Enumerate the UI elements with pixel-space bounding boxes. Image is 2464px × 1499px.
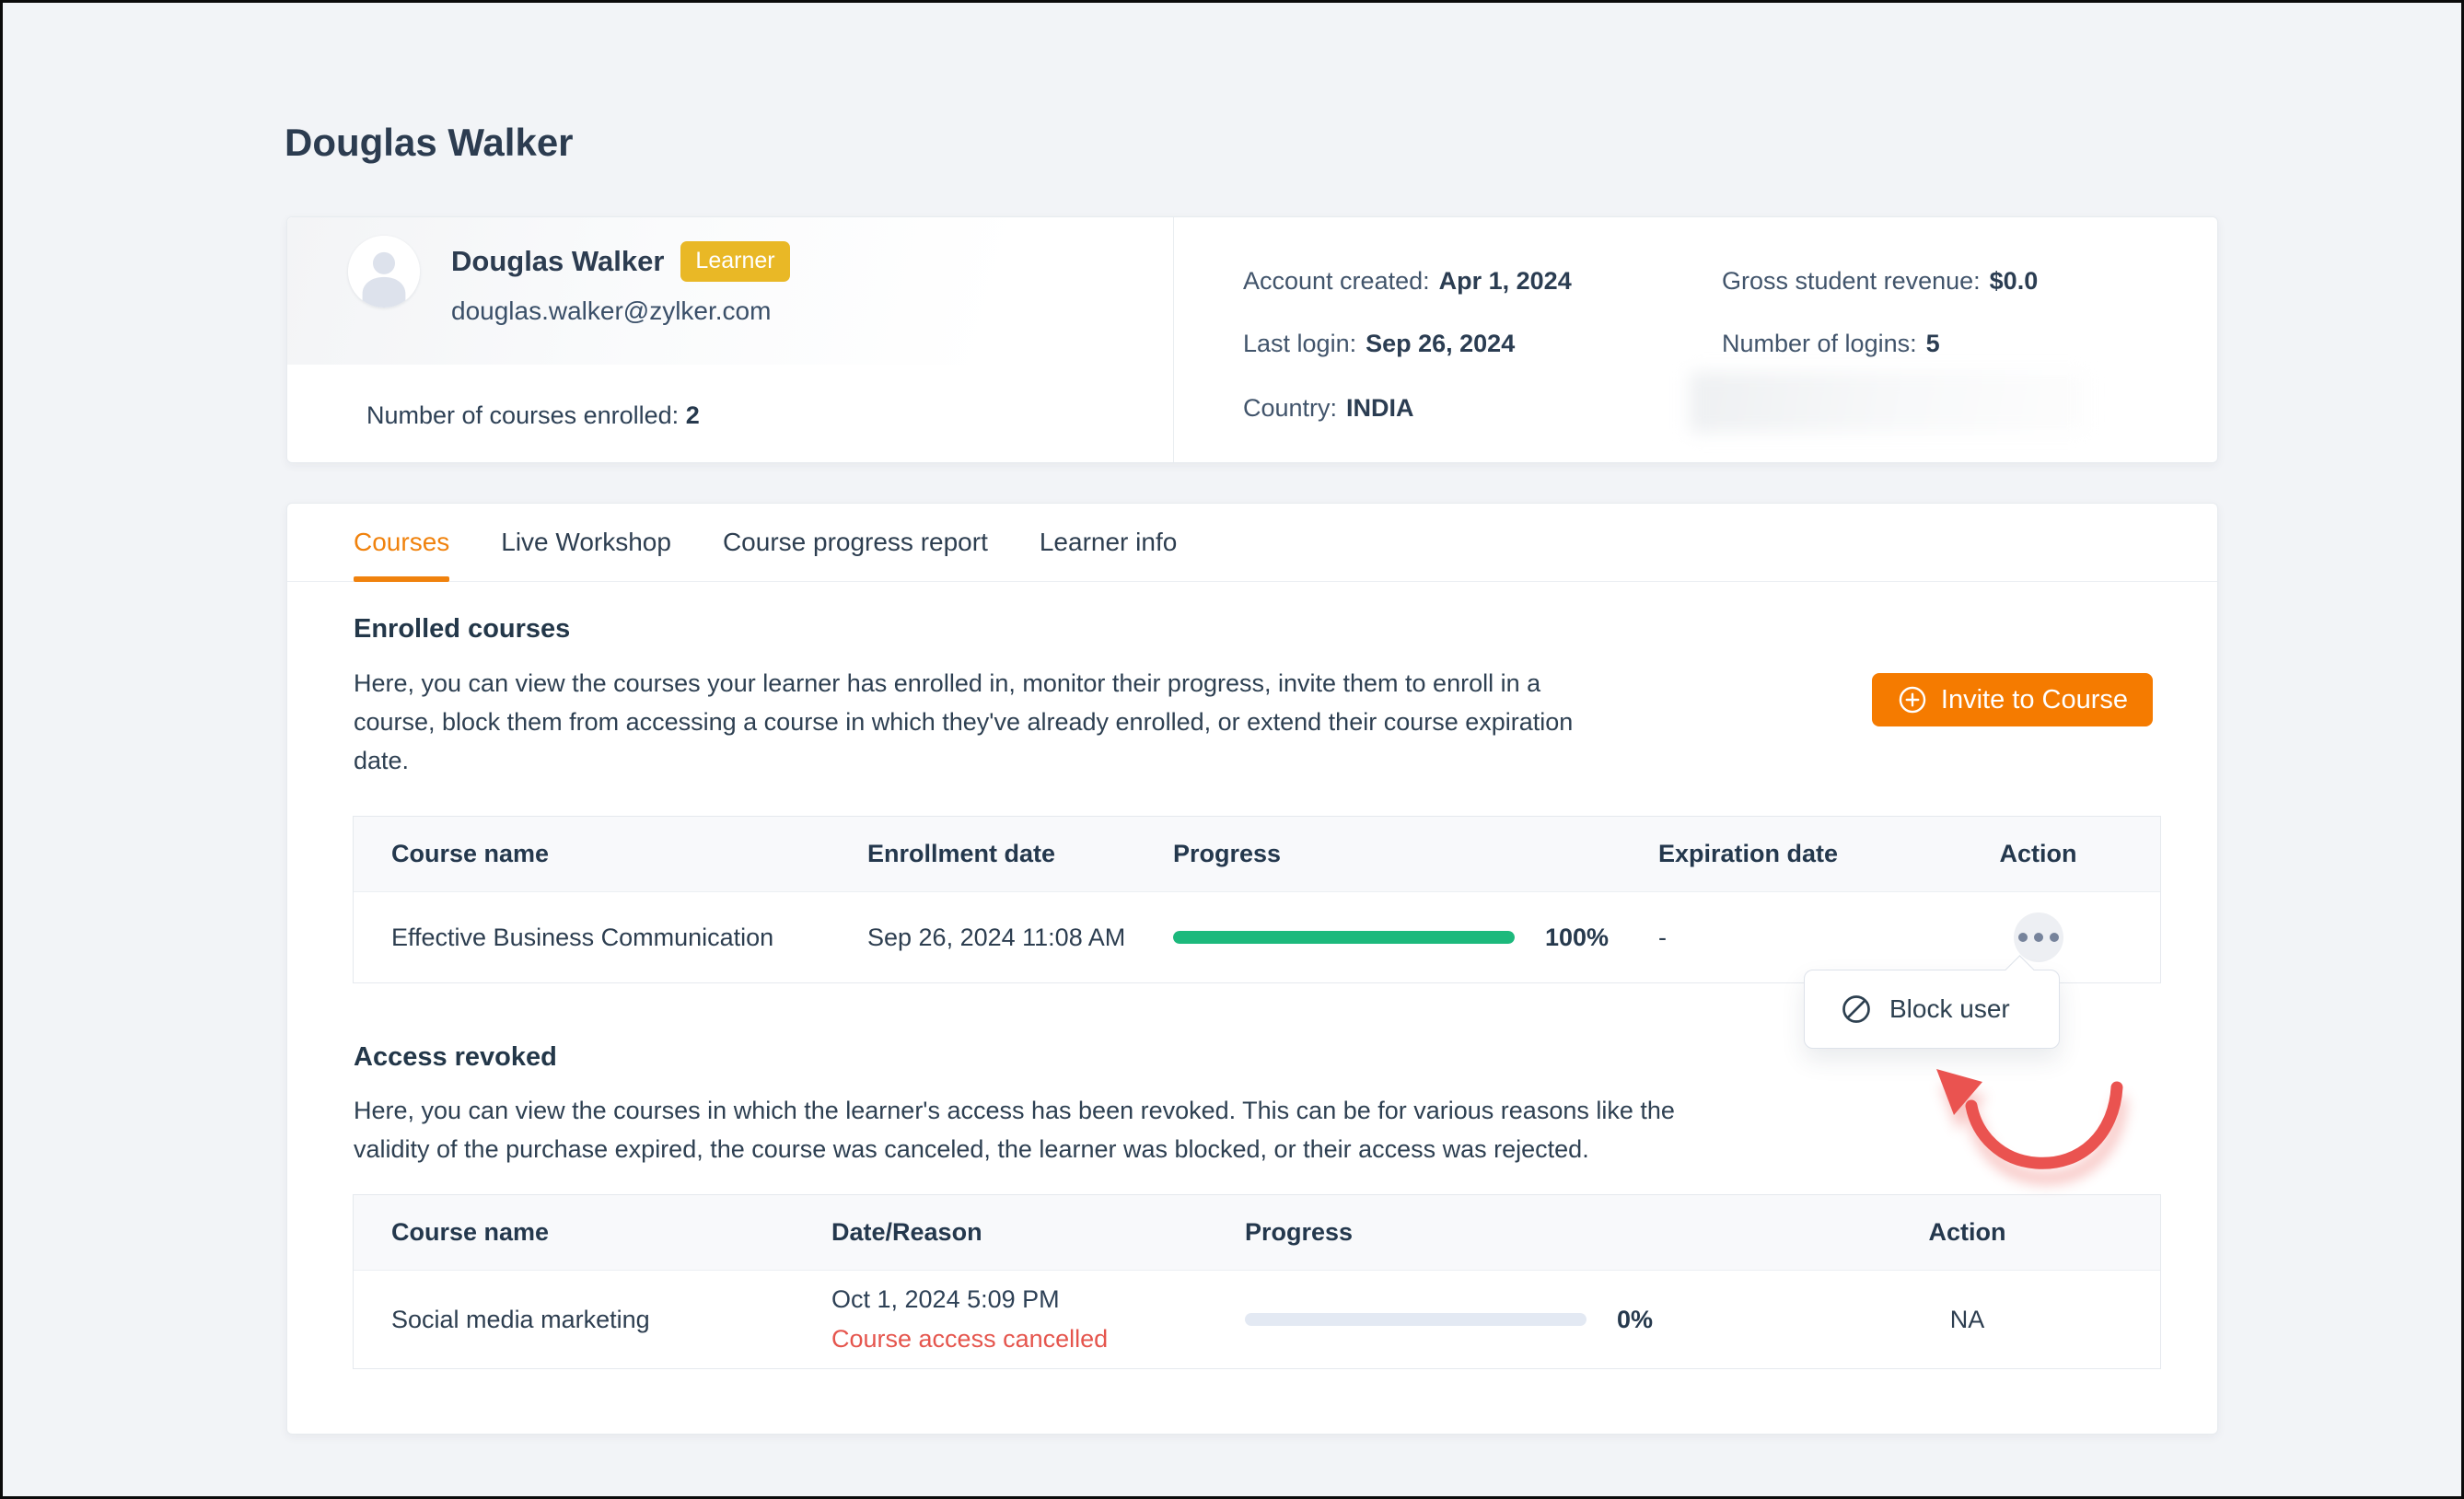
tab-live-workshop[interactable]: Live Workshop bbox=[501, 528, 671, 556]
profile-identity-panel: Douglas Walker Learner douglas.walker@zy… bbox=[287, 217, 1174, 462]
access-revoked-description: Here, you can view the courses in which … bbox=[354, 1097, 1675, 1163]
col-course-name: Course name bbox=[391, 840, 550, 867]
action-cell: NA bbox=[1949, 1305, 1985, 1333]
tab-learner-info[interactable]: Learner info bbox=[1039, 528, 1178, 556]
row-actions-menu-button[interactable] bbox=[2013, 912, 2063, 962]
col-action: Action bbox=[1999, 840, 2077, 867]
expiration-date-cell: - bbox=[1658, 923, 1667, 951]
enrolled-courses-table: Course name Enrollment date Progress Exp… bbox=[353, 816, 2161, 983]
tab-bar: Courses Live Workshop Course progress re… bbox=[287, 504, 2217, 582]
learner-email: douglas.walker@zylker.com bbox=[451, 296, 772, 325]
profile-header-backdrop bbox=[287, 217, 1173, 365]
account-created-field: Account created: Apr 1, 2024 bbox=[1243, 267, 1572, 295]
row-actions-popup: Block user bbox=[1804, 955, 2060, 1049]
col-progress: Progress bbox=[1173, 840, 1282, 867]
last-login-field: Last login: Sep 26, 2024 bbox=[1243, 330, 1516, 357]
redacted-field bbox=[1690, 372, 2087, 433]
col-action: Action bbox=[1928, 1218, 2006, 1246]
col-progress: Progress bbox=[1245, 1218, 1354, 1246]
date-reason-cell: Oct 1, 2024 5:09 PM Course access cancel… bbox=[831, 1285, 1245, 1354]
enrolled-table-header: Course name Enrollment date Progress Exp… bbox=[354, 817, 2160, 892]
revoked-reason: Course access cancelled bbox=[831, 1325, 1109, 1353]
courses-enrolled-count: Number of courses enrolled: 2 bbox=[366, 401, 700, 429]
access-revoked-heading: Access revoked bbox=[354, 1042, 557, 1072]
progress-cell: 100% bbox=[1173, 924, 1658, 952]
revoked-course-row: Social media marketing Oct 1, 2024 5:09 … bbox=[354, 1271, 2160, 1368]
learner-name: Douglas Walker bbox=[451, 245, 665, 277]
revoked-table-header: Course name Date/Reason Progress Action bbox=[354, 1195, 2160, 1271]
invite-to-course-button[interactable]: Invite to Course bbox=[1871, 673, 2153, 726]
col-enrollment-date: Enrollment date bbox=[867, 840, 1056, 867]
page-title: Douglas Walker bbox=[285, 121, 574, 164]
action-cell bbox=[1916, 912, 2160, 962]
course-name-cell: Effective Business Communication bbox=[391, 923, 774, 951]
avatar bbox=[348, 236, 420, 308]
course-name-cell: Social media marketing bbox=[391, 1305, 650, 1333]
enrolled-course-row: Effective Business Communication Sep 26,… bbox=[354, 892, 2160, 982]
col-date-reason: Date/Reason bbox=[831, 1218, 982, 1246]
col-expiration-date: Expiration date bbox=[1658, 840, 1839, 867]
col-course-name: Course name bbox=[391, 1218, 550, 1246]
profile-stats-panel: Account created: Apr 1, 2024 Gross studen… bbox=[1174, 217, 2217, 462]
enrolled-courses-description: Here, you can view the courses your lear… bbox=[354, 669, 1574, 774]
tab-courses[interactable]: Courses bbox=[354, 504, 450, 582]
block-user-menu-item[interactable]: Block user bbox=[1889, 994, 2010, 1023]
revoked-date: Oct 1, 2024 5:09 PM bbox=[831, 1285, 1060, 1313]
progress-percent-label: 100% bbox=[1545, 923, 1610, 951]
progress-bar bbox=[1173, 931, 1515, 944]
enrolled-courses-heading: Enrolled courses bbox=[354, 614, 571, 644]
block-user-icon bbox=[1840, 993, 1873, 1026]
circle-plus-icon bbox=[1897, 684, 1928, 715]
tab-course-progress-report[interactable]: Course progress report bbox=[722, 528, 988, 556]
progress-bar bbox=[1245, 1313, 1586, 1326]
gross-revenue-field: Gross student revenue: $0.0 bbox=[1722, 267, 2039, 295]
learner-detail-card: Courses Live Workshop Course progress re… bbox=[286, 503, 2218, 1435]
logins-count-field: Number of logins: 5 bbox=[1722, 330, 1940, 357]
invite-to-course-label: Invite to Course bbox=[1940, 684, 2128, 715]
ellipsis-icon bbox=[2017, 933, 2028, 942]
access-revoked-table: Course name Date/Reason Progress Action … bbox=[353, 1194, 2161, 1369]
progress-percent-label: 0% bbox=[1617, 1305, 1654, 1333]
profile-summary-card: Douglas Walker Learner douglas.walker@zy… bbox=[286, 216, 2218, 463]
progress-cell: 0% bbox=[1245, 1306, 1774, 1334]
country-field: Country: INDIA bbox=[1243, 394, 1414, 422]
enrollment-date-cell: Sep 26, 2024 11:08 AM bbox=[867, 923, 1126, 951]
learner-role-badge: Learner bbox=[680, 241, 790, 282]
